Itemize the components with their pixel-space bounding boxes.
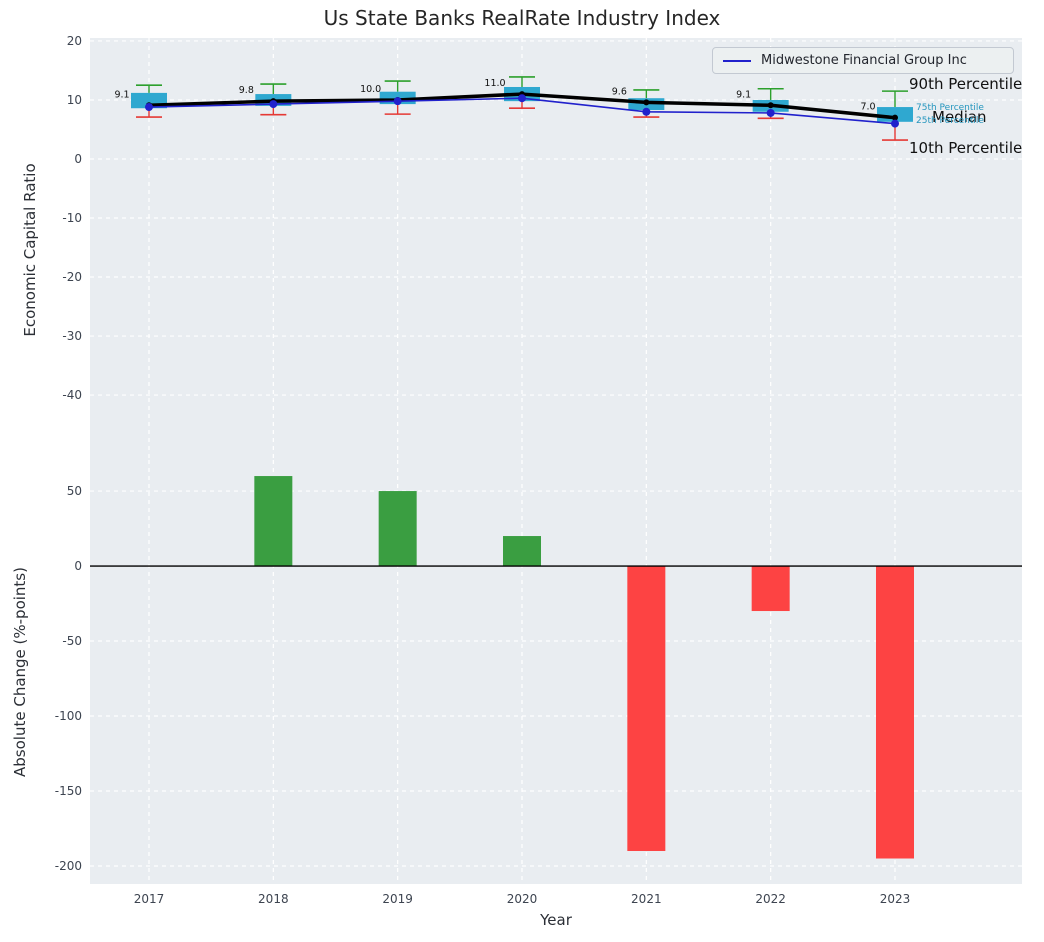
top-y-tick-label: -10 — [62, 211, 82, 225]
company-marker — [642, 107, 651, 116]
company-marker — [145, 103, 153, 112]
median-marker — [767, 102, 774, 109]
median-value-label: 9.8 — [239, 85, 254, 96]
change-bar — [875, 566, 914, 859]
top-panel-background — [90, 38, 1022, 460]
x-tick-label: 2021 — [631, 892, 662, 906]
median-value-label: 7.0 — [860, 102, 875, 113]
bottom-y-tick-label: -100 — [55, 709, 82, 723]
change-bar — [502, 536, 541, 567]
change-bar — [254, 476, 293, 567]
bottom-y-tick-label: -50 — [62, 634, 82, 648]
bottom-y-tick-label: 50 — [67, 484, 82, 498]
median-marker — [643, 99, 650, 106]
top-y-tick-label: -40 — [62, 388, 82, 402]
company-marker — [766, 108, 775, 117]
company-marker — [890, 119, 899, 128]
x-tick-label: 2018 — [258, 892, 289, 906]
company-marker — [393, 97, 402, 106]
x-tick-label: 2017 — [134, 892, 165, 906]
median-value-label: 9.6 — [612, 86, 627, 97]
chart-title: Us State Banks RealRate Industry Index — [323, 6, 721, 30]
x-tick-label: 2020 — [507, 892, 538, 906]
legend-line-sample-icon — [723, 59, 751, 62]
median-value-label: 10.0 — [360, 84, 381, 95]
x-tick-label: 2019 — [382, 892, 413, 906]
top-y-tick-label: -30 — [62, 329, 82, 343]
top-y-tick-label: -20 — [62, 270, 82, 284]
median-value-label: 9.1 — [736, 89, 751, 100]
company-marker — [517, 94, 526, 103]
change-bar — [627, 566, 666, 852]
annotation-10th-percentile: 10th Percentile — [909, 139, 1023, 157]
annotation-90th-percentile: 90th Percentile — [909, 75, 1023, 93]
bottom-y-tick-label: -150 — [55, 784, 82, 798]
legend-series-label: Midwestone Financial Group Inc — [761, 53, 967, 68]
x-axis-label: Year — [540, 911, 572, 929]
median-value-label: 11.0 — [484, 78, 505, 89]
legend: Midwestone Financial Group Inc — [712, 47, 1014, 74]
top-y-tick-label: 10 — [67, 93, 82, 107]
bottom-y-tick-label: -200 — [55, 859, 82, 873]
bottom-panel-background — [90, 460, 1022, 884]
median-value-label: 9.1 — [114, 89, 129, 100]
change-bar — [751, 566, 790, 612]
bottom-y-axis-label: Absolute Change (%-points) — [11, 567, 29, 777]
top-y-tick-label: 0 — [74, 152, 82, 166]
change-bar — [378, 491, 417, 567]
top-y-tick-label: 20 — [67, 34, 82, 48]
median-marker — [891, 114, 898, 121]
annotation-25th-percentile: 25th Percentile — [916, 116, 984, 126]
company-marker — [269, 100, 278, 109]
bottom-y-tick-label: 0 — [74, 559, 82, 573]
top-y-axis-label: Economic Capital Ratio — [21, 163, 39, 337]
annotation-median: Median — [932, 108, 987, 126]
x-tick-label: 2022 — [755, 892, 786, 906]
annotation-75th-percentile: 75th Percentile — [916, 103, 984, 113]
x-tick-label: 2023 — [880, 892, 911, 906]
